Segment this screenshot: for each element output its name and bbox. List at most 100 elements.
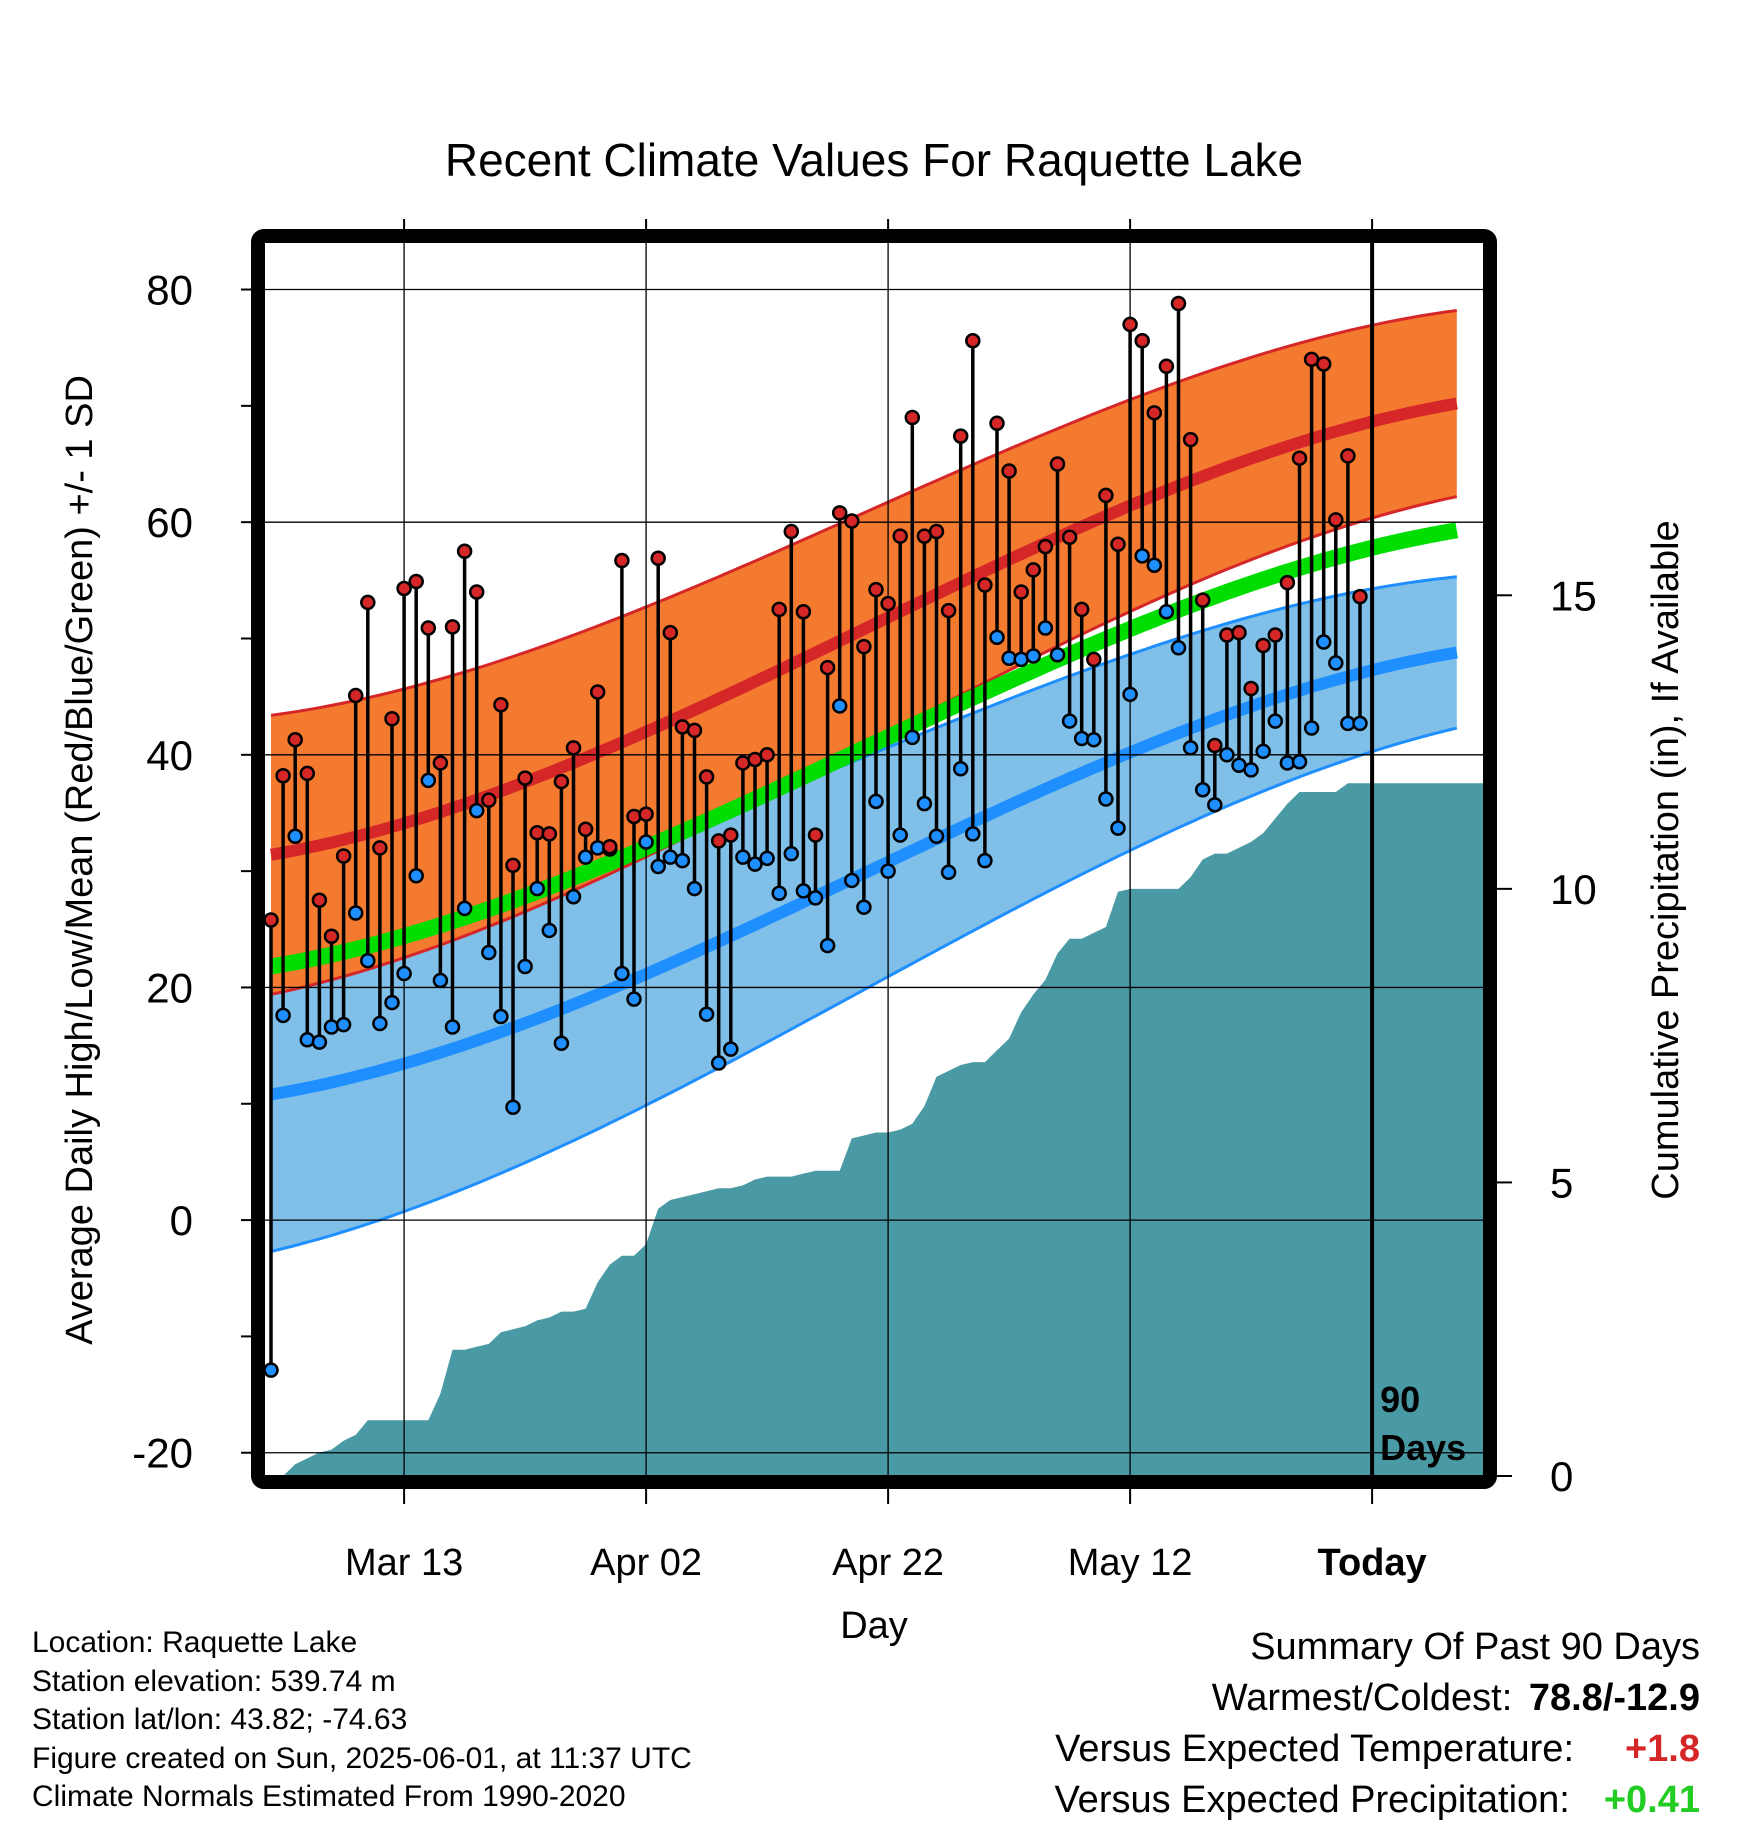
obs-high-point	[807, 827, 824, 843]
observations-group	[263, 295, 1368, 1378]
elevation-text: Station elevation: 539.74 m	[32, 1664, 396, 1698]
obs-high-point	[759, 747, 775, 763]
obs-low-point	[1061, 713, 1078, 729]
obs-low-point	[1049, 647, 1066, 663]
x-tick-label: May 12	[1068, 1542, 1193, 1584]
obs-low-point	[493, 1008, 509, 1025]
obs-low-point	[505, 1099, 521, 1116]
obs-high-point	[1061, 529, 1078, 546]
obs-low-point	[335, 1016, 352, 1033]
obs-low-point	[529, 880, 545, 897]
obs-high-point	[384, 711, 400, 727]
obs-low-point	[940, 864, 957, 881]
obs-high-point	[1315, 356, 1332, 372]
obs-low-point	[1037, 620, 1054, 636]
normal-high-line	[269, 397, 1458, 861]
obs-low-point	[831, 698, 848, 714]
obs-high-point	[844, 513, 860, 529]
obs-low-point	[952, 761, 969, 777]
obs-high-point	[1328, 512, 1344, 528]
obs-low-point	[263, 1362, 279, 1378]
obs-high-point	[940, 602, 957, 619]
obs-high-point	[965, 332, 981, 349]
y-tick-label: 80	[146, 267, 193, 314]
x-tick-label: Mar 13	[345, 1542, 463, 1584]
warmest-value: 78.8/-12.9	[1528, 1677, 1700, 1719]
obs-high-point	[662, 624, 679, 641]
obs-low-point	[783, 845, 800, 862]
obs-high-point	[602, 838, 618, 855]
obs-low-point	[432, 972, 449, 989]
obs-low-point	[1158, 603, 1175, 620]
y-tick-label: 20	[146, 964, 193, 1011]
obs-high-point	[456, 543, 473, 559]
obs-high-point	[904, 409, 921, 426]
obs-low-point	[868, 793, 884, 810]
y-tick-label: 60	[146, 499, 193, 546]
obs-high-point	[517, 770, 533, 786]
obs-low-point	[481, 944, 497, 961]
obs-low-point	[928, 828, 945, 844]
obs-low-point	[420, 772, 437, 789]
obs-high-point	[360, 594, 376, 611]
obs-high-point	[868, 581, 884, 598]
obs-low-point	[444, 1019, 461, 1035]
obs-low-point	[396, 965, 412, 982]
obs-high-point	[1352, 588, 1368, 605]
obs-low-point	[686, 880, 703, 897]
obs-high-point	[505, 857, 521, 874]
obs-low-point	[1291, 754, 1308, 770]
obs-high-point	[1122, 316, 1138, 333]
obs-low-point	[275, 1007, 291, 1024]
obs-high-point	[1025, 562, 1042, 578]
temp-label: Versus Expected Temperature:	[1055, 1728, 1574, 1770]
obs-low-point	[1182, 740, 1199, 756]
obs-low-point	[674, 852, 691, 869]
obs-low-point	[372, 1015, 388, 1032]
obs-high-point	[1146, 405, 1163, 421]
temp-row: Versus Expected Temperature: +1.8	[1054, 1724, 1700, 1775]
obs-low-point	[553, 1035, 570, 1052]
created-text: Figure created on Sun, 2025-06-01, at 11…	[32, 1741, 692, 1775]
obs-high-point	[299, 765, 316, 782]
obs-low-point	[468, 802, 485, 819]
high-upper-sd-line	[270, 309, 1457, 717]
obs-high-point	[1182, 431, 1199, 448]
y-axis-label: Average Daily High/Low/Mean (Red/Blue/Gr…	[59, 375, 101, 1345]
obs-high-point	[420, 620, 437, 636]
obs-high-point	[1231, 624, 1247, 641]
obs-low-point	[1219, 747, 1235, 763]
obs-high-point	[614, 552, 630, 569]
obs-high-point	[795, 603, 812, 620]
y-tick-label: 0	[170, 1197, 193, 1244]
precip-area-group	[271, 783, 1483, 1476]
y2-tick-label: 5	[1550, 1159, 1573, 1206]
obs-high-point	[819, 659, 836, 676]
y2-tick-label: 10	[1550, 866, 1597, 913]
obs-low-point	[844, 872, 860, 889]
precip-label: Versus Expected Precipitation:	[1054, 1779, 1570, 1821]
obs-low-point	[1086, 731, 1102, 748]
obs-low-point	[299, 1032, 316, 1048]
obs-high-point	[553, 773, 570, 790]
obs-high-point	[952, 428, 969, 444]
obs-low-point	[1194, 781, 1211, 798]
obs-low-point	[408, 868, 424, 884]
obs-low-point	[1315, 634, 1332, 650]
obs-high-point	[589, 684, 606, 700]
obs-high-point	[263, 912, 279, 928]
obs-high-point	[1255, 637, 1271, 654]
summary-heading: Summary Of Past 90 Days	[1250, 1626, 1700, 1668]
obs-high-point	[335, 848, 352, 864]
precip-value: +0.41	[1603, 1779, 1700, 1821]
obs-high-point	[432, 755, 449, 771]
x-axis-label: Day	[840, 1605, 908, 1647]
obs-high-point	[565, 740, 582, 756]
obs-high-point	[928, 523, 945, 540]
obs-high-point	[1037, 538, 1054, 555]
obs-low-point	[384, 994, 400, 1011]
obs-high-point	[880, 595, 896, 612]
obs-high-point	[1243, 680, 1259, 697]
obs-low-point	[1255, 743, 1271, 760]
